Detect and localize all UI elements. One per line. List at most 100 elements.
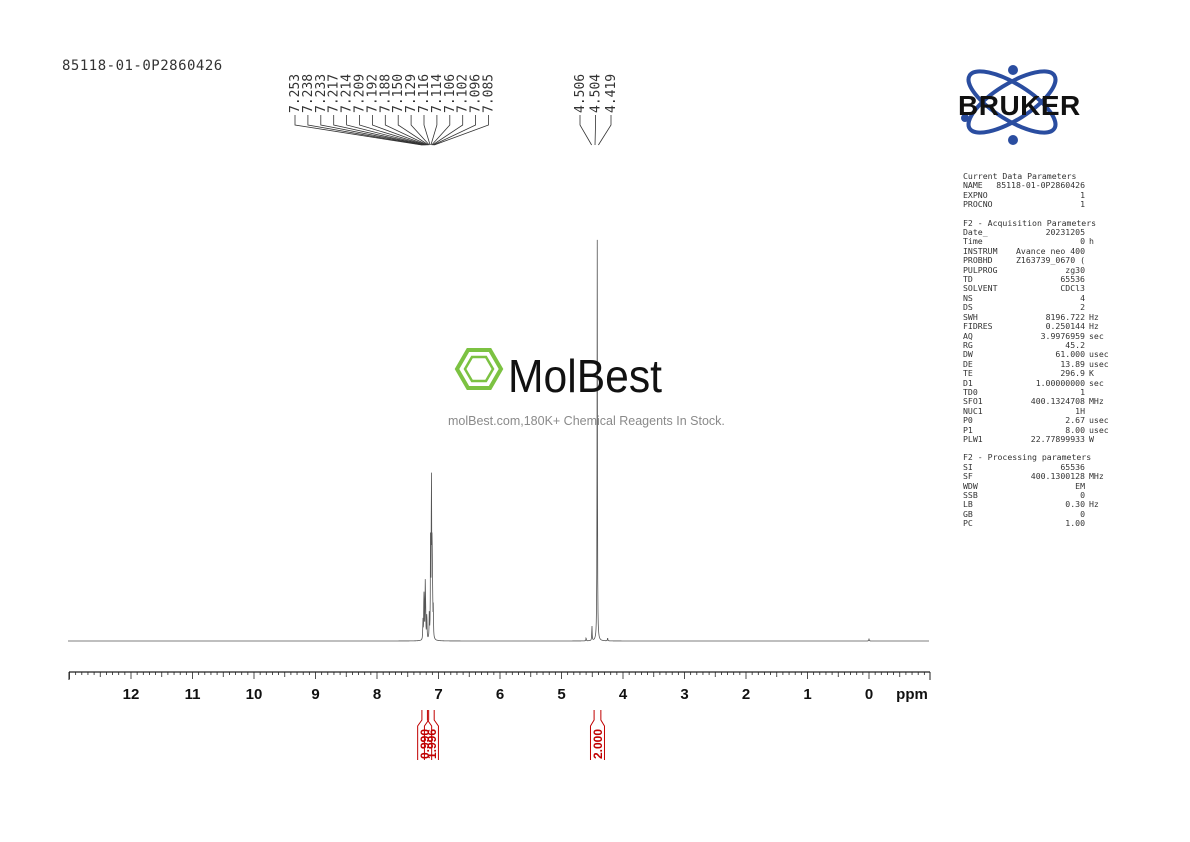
parameter-value: 0.30	[1065, 499, 1085, 510]
parameter-value: 45.2	[1065, 339, 1085, 350]
parameter-key: PROCNO	[963, 199, 993, 210]
parameter-value: EM	[1075, 480, 1085, 491]
tick-label: 11	[185, 686, 201, 703]
peak-label: 7.238	[301, 74, 316, 113]
spectrum-trace-layer	[68, 239, 929, 642]
parameter-row: FIDRES 0.250144 Hz	[963, 321, 1115, 332]
parameter-unit	[1085, 284, 1115, 293]
parameter-unit	[1085, 275, 1115, 284]
parameter-value: 4	[1080, 292, 1085, 303]
integral-bracket	[417, 710, 433, 760]
parameter-key: NS	[963, 292, 973, 303]
parameter-value: Z163739_0670 (	[1015, 255, 1085, 266]
parameter-key: EXPNO	[963, 189, 988, 200]
parameter-unit: sec	[1089, 377, 1104, 388]
peak-label: 7.085	[482, 74, 497, 113]
label-connector	[430, 115, 438, 146]
tick-label: 2	[742, 686, 750, 703]
parameter-value: 1	[1080, 189, 1085, 200]
label-connector	[333, 115, 425, 146]
parameter-key: SFO1	[963, 396, 983, 407]
parameter-unit	[1085, 256, 1115, 265]
parameter-value: 0	[1080, 236, 1085, 247]
parameter-section-title: F2 - Acquisition Parameters	[963, 217, 1097, 228]
label-connector	[397, 115, 429, 146]
parameter-key: DE	[963, 358, 973, 369]
parameter-key: INSTRUM	[963, 245, 998, 256]
parameter-row: PULPROG zg30	[963, 264, 1115, 275]
atom-dot	[1008, 65, 1018, 75]
integral-bracket	[589, 710, 605, 760]
peak-label: 4.506	[573, 74, 588, 113]
parameter-unit: K	[1089, 368, 1094, 379]
parameter-row: PROBHD Z163739_0670 (	[963, 255, 1115, 266]
parameter-row: SSB 0	[963, 490, 1115, 500]
tick-label: 10	[246, 686, 263, 703]
parameter-key: TD	[963, 274, 973, 285]
peak-label: 7.150	[391, 74, 406, 113]
parameter-value: 8.00	[1065, 424, 1085, 435]
parameter-key: DW	[963, 349, 973, 360]
parameter-value: 1.00000000	[1035, 377, 1085, 388]
parameter-unit	[1085, 294, 1115, 303]
label-connector	[598, 115, 612, 146]
parameter-key: SF	[963, 471, 973, 482]
peak-label: 4.504	[589, 74, 604, 113]
parameter-value: 3.9976959	[1040, 330, 1085, 341]
label-connector	[579, 115, 592, 146]
parameter-row: NUC1 1H	[963, 405, 1115, 416]
parameter-unit: usec	[1089, 424, 1109, 435]
parameter-unit	[1085, 181, 1115, 190]
tick-label: 6	[496, 686, 504, 703]
label-connector	[320, 115, 424, 146]
peak-label: 7.116	[417, 74, 432, 113]
peak-label-layer: 7.2537.2387.2337.2177.2147.2097.1927.188…	[288, 74, 619, 146]
tick-label: 9	[311, 686, 319, 703]
parameter-value: zg30	[1065, 264, 1085, 275]
parameter-key: PLW1	[963, 433, 983, 444]
parameter-value: 2	[1080, 302, 1085, 313]
peak-label: 7.209	[353, 74, 368, 113]
parameter-row: SOLVENT CDCl3	[963, 283, 1115, 294]
label-connector	[410, 115, 430, 146]
watermark-brand: MolBest	[508, 350, 662, 402]
parameter-unit: usec	[1089, 358, 1109, 369]
sample-id: 85118-01-0P2860426	[62, 58, 223, 74]
parameter-key: RG	[963, 339, 973, 350]
peak-label: 7.188	[378, 74, 393, 113]
integral-value: 2.000	[591, 729, 605, 759]
parameter-unit: h	[1089, 236, 1094, 247]
parameter-unit: usec	[1089, 415, 1109, 426]
parameter-unit	[1085, 510, 1115, 519]
parameter-row: LB 0.30 Hz	[963, 499, 1115, 510]
parameter-key: LB	[963, 499, 973, 510]
parameter-key: DS	[963, 302, 973, 313]
acquisition-parameters-panel: Current Data Parameters NAME 85118-01-0P28…	[963, 171, 1115, 529]
integral-bracket	[423, 710, 439, 760]
parameter-row: SI 65536	[963, 462, 1115, 472]
parameter-row: AQ 3.9976959 sec	[963, 330, 1115, 341]
parameter-row: DW 61.000 usec	[963, 349, 1115, 360]
peak-label: 7.192	[365, 74, 380, 113]
molbest-watermark: MolBest	[454, 348, 662, 402]
nmr-spectrum: 7.2537.2387.2337.2177.2147.2097.1927.188…	[68, 74, 931, 760]
parameter-unit: Hz	[1089, 499, 1099, 510]
label-connector	[372, 115, 427, 146]
parameter-unit	[1085, 200, 1115, 209]
parameter-value: 1H	[1075, 405, 1085, 416]
parameter-key: Time	[963, 236, 983, 247]
parameter-value: 296.9	[1060, 368, 1085, 379]
parameter-key: D1	[963, 377, 973, 388]
axis-title: ppm	[896, 686, 928, 703]
parameter-key: PROBHD	[963, 255, 993, 266]
parameter-row: NAME 85118-01-0P2860426	[963, 180, 1115, 190]
parameter-key: Date_	[963, 227, 988, 238]
parameter-row: TD0 1	[963, 387, 1115, 397]
parameter-value: CDCl3	[1060, 283, 1085, 294]
parameter-row: Date_ 20231205	[963, 227, 1115, 238]
parameter-key: FIDRES	[963, 321, 993, 332]
parameter-row: PROCNO 1	[963, 199, 1115, 210]
peak-label: 7.214	[340, 74, 355, 113]
tick-label: 3	[680, 686, 688, 703]
